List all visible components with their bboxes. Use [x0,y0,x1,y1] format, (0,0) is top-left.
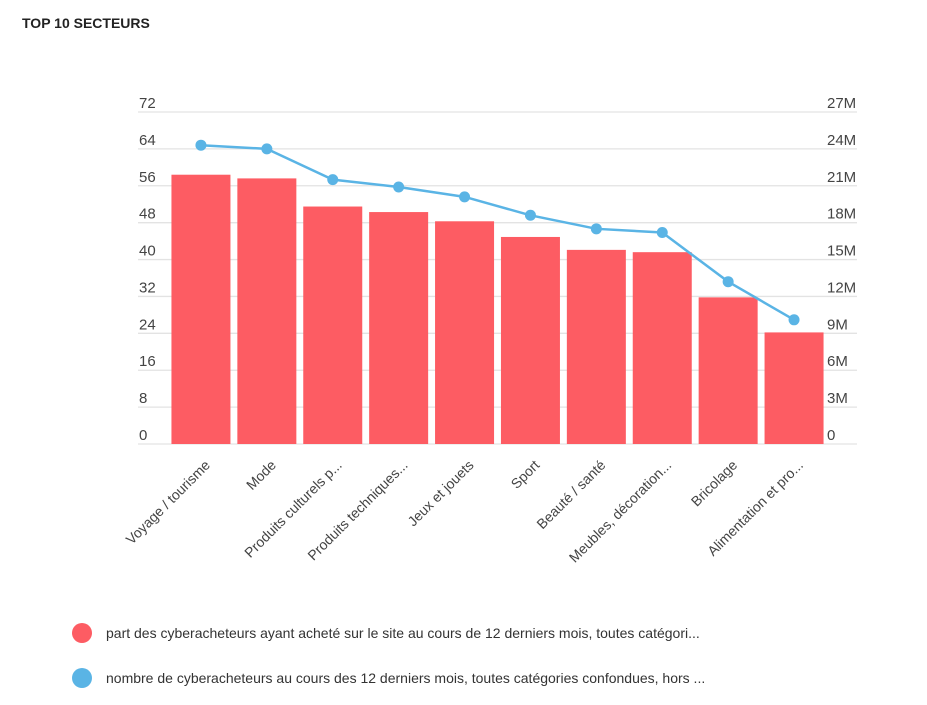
bar [698,297,758,444]
left-tick-label: 64 [139,132,156,149]
category-label: Voyage / tourisme [123,457,214,548]
right-tick-label: 27M [827,95,856,112]
right-tick-label: 9M [827,316,848,333]
category-label: Sport [508,457,543,492]
category-label: Mode [243,457,279,493]
line-point [656,227,668,239]
left-tick-label: 0 [139,427,147,444]
line-point [195,139,207,151]
right-tick-label: 3M [827,390,848,407]
bar [237,178,297,444]
left-tick-label: 48 [139,206,156,223]
right-tick-label: 18M [827,206,856,223]
line-point [327,174,339,186]
bar [500,236,560,444]
category-label: Beauté / santé [533,457,608,532]
chart-title: TOP 10 SECTEURS [22,15,150,31]
line-point [590,223,602,235]
legend-item-line[interactable]: nombre de cyberacheteurs au cours des 12… [72,668,705,688]
right-tick-label: 0 [827,427,835,444]
bar [435,221,495,444]
right-tick-label: 24M [827,132,856,149]
left-tick-label: 56 [139,169,156,186]
legend-marker-bars [72,623,92,643]
left-tick-label: 40 [139,243,156,260]
line-point [788,314,800,326]
left-tick-label: 72 [139,95,156,112]
right-tick-label: 21M [827,169,856,186]
line-point [393,181,405,193]
left-tick-label: 24 [139,316,156,333]
bar [632,252,692,444]
category-label: Jeux et jouets [404,457,476,529]
right-tick-label: 12M [827,279,856,296]
legend-label-bars: part des cyberacheteurs ayant acheté sur… [106,625,700,641]
bar [171,174,231,444]
legend-marker-line [72,668,92,688]
right-tick-label: 6M [827,353,848,370]
left-tick-label: 32 [139,279,156,296]
bar [369,212,429,444]
category-label: Bricolage [688,457,741,510]
bar [764,332,824,444]
bar [566,249,626,444]
right-tick-label: 15M [827,243,856,260]
legend-item-bars[interactable]: part des cyberacheteurs ayant acheté sur… [72,623,700,643]
line-series [200,143,795,321]
left-tick-label: 16 [139,353,156,370]
line-point [722,276,734,288]
line-point [524,209,536,221]
legend-label-line: nombre de cyberacheteurs au cours des 12… [106,670,706,686]
line-point [261,143,273,155]
line-point [459,191,471,203]
left-tick-label: 8 [139,390,147,407]
bar [303,206,363,444]
